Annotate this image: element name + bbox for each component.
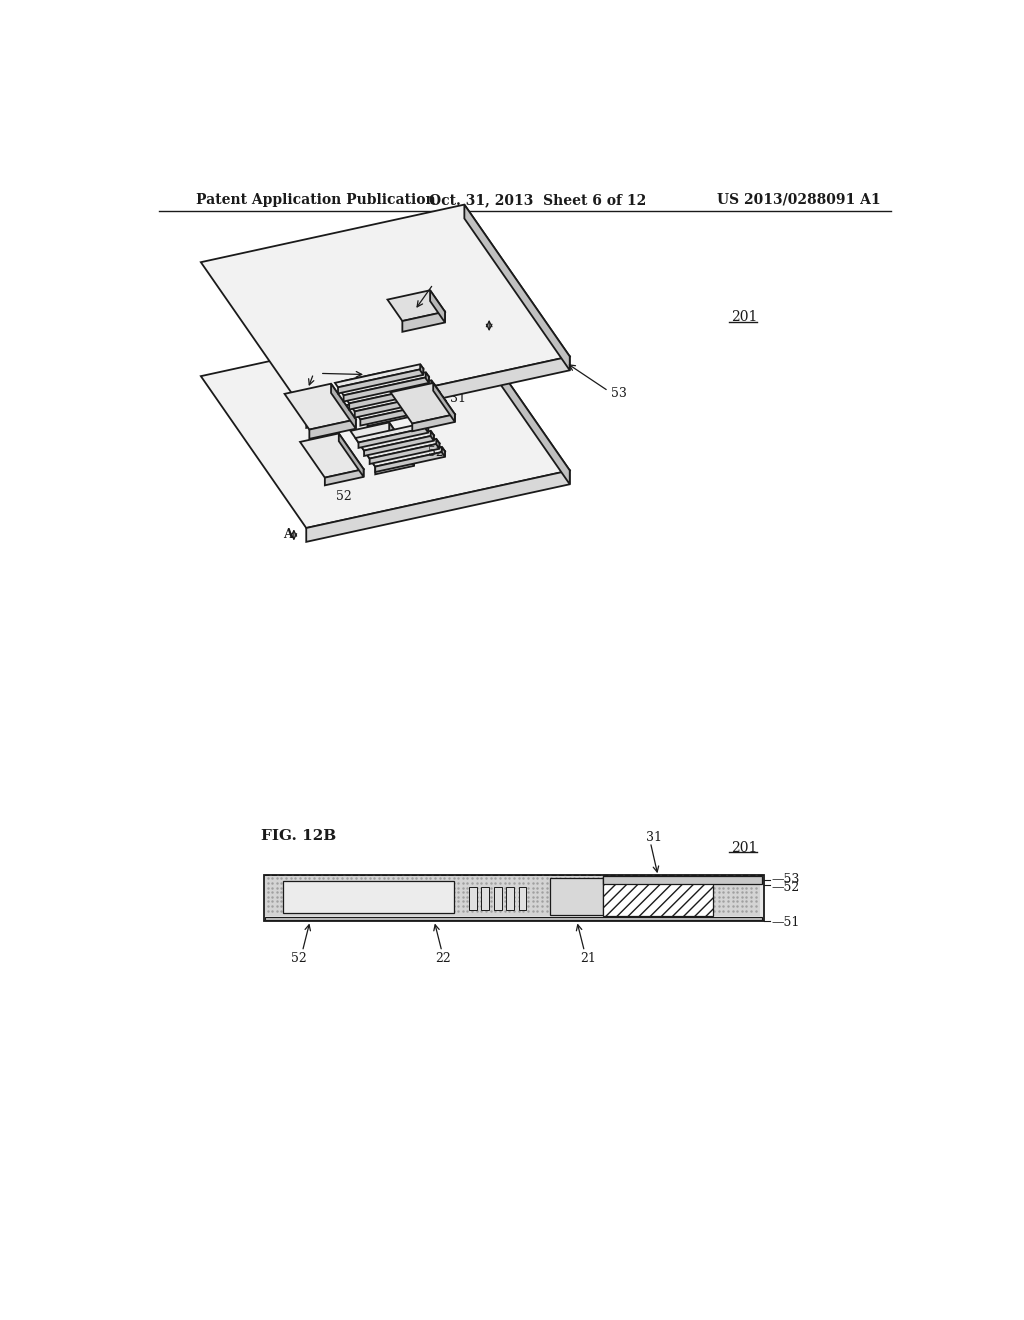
Text: Patent Application Publication: Patent Application Publication xyxy=(197,193,436,207)
Polygon shape xyxy=(339,433,364,477)
Polygon shape xyxy=(361,430,434,450)
Polygon shape xyxy=(306,356,569,428)
Polygon shape xyxy=(375,458,414,474)
Polygon shape xyxy=(370,444,439,465)
Polygon shape xyxy=(437,388,440,399)
Text: 62: 62 xyxy=(306,363,322,376)
Polygon shape xyxy=(430,290,445,322)
Bar xyxy=(481,887,489,909)
Polygon shape xyxy=(390,383,455,424)
Text: 52: 52 xyxy=(291,952,306,965)
Bar xyxy=(506,887,514,909)
Polygon shape xyxy=(201,205,569,414)
Bar xyxy=(603,876,762,884)
Text: 31: 31 xyxy=(646,832,663,843)
Bar xyxy=(265,917,762,920)
Polygon shape xyxy=(349,384,434,409)
Polygon shape xyxy=(357,396,445,420)
Polygon shape xyxy=(343,371,414,417)
Bar xyxy=(603,876,713,916)
Polygon shape xyxy=(344,376,429,401)
Polygon shape xyxy=(365,436,434,455)
Polygon shape xyxy=(335,364,423,387)
Text: FIG. 12B: FIG. 12B xyxy=(261,829,337,843)
Bar xyxy=(283,880,454,913)
Polygon shape xyxy=(425,422,428,433)
Bar xyxy=(518,887,526,909)
Text: 31: 31 xyxy=(451,392,466,405)
Bar xyxy=(263,874,764,921)
Text: 52: 52 xyxy=(336,490,351,503)
Polygon shape xyxy=(433,383,455,422)
Text: 201: 201 xyxy=(731,841,758,854)
Polygon shape xyxy=(431,380,434,391)
Text: 52: 52 xyxy=(428,446,443,458)
Polygon shape xyxy=(389,371,414,416)
Polygon shape xyxy=(442,396,445,407)
Polygon shape xyxy=(331,384,356,429)
Text: —53: —53 xyxy=(771,874,800,887)
Polygon shape xyxy=(368,407,414,426)
Polygon shape xyxy=(426,372,429,383)
Text: A: A xyxy=(283,528,293,541)
Bar xyxy=(265,876,761,916)
Polygon shape xyxy=(420,364,423,375)
Polygon shape xyxy=(436,438,439,449)
Text: A': A' xyxy=(493,319,505,333)
Text: 51: 51 xyxy=(472,319,488,333)
Polygon shape xyxy=(464,318,569,484)
Bar xyxy=(469,887,477,909)
Bar xyxy=(494,887,502,909)
Polygon shape xyxy=(442,447,445,457)
Polygon shape xyxy=(300,433,364,478)
Polygon shape xyxy=(372,447,445,467)
Polygon shape xyxy=(354,393,440,417)
Polygon shape xyxy=(389,422,414,466)
Polygon shape xyxy=(402,312,445,331)
Polygon shape xyxy=(285,384,356,429)
Polygon shape xyxy=(413,414,455,432)
Polygon shape xyxy=(360,401,445,425)
Text: —51: —51 xyxy=(771,916,800,929)
Polygon shape xyxy=(355,422,428,442)
Polygon shape xyxy=(346,380,434,404)
Text: US 2013/0288091 A1: US 2013/0288091 A1 xyxy=(717,193,881,207)
Polygon shape xyxy=(387,290,445,321)
Text: —52: —52 xyxy=(771,880,800,894)
Text: 22: 22 xyxy=(435,952,452,965)
Polygon shape xyxy=(350,422,414,467)
Text: FIG. 12A: FIG. 12A xyxy=(261,322,336,337)
Polygon shape xyxy=(201,318,569,528)
Polygon shape xyxy=(367,438,439,458)
Text: H: H xyxy=(435,272,445,285)
Text: 21: 21 xyxy=(581,952,596,965)
Polygon shape xyxy=(375,451,445,473)
Polygon shape xyxy=(464,205,569,371)
Polygon shape xyxy=(306,470,569,543)
Polygon shape xyxy=(341,372,429,396)
Polygon shape xyxy=(431,430,434,441)
Polygon shape xyxy=(351,388,440,412)
Bar xyxy=(550,878,603,915)
Polygon shape xyxy=(325,469,364,486)
Polygon shape xyxy=(358,428,428,447)
Polygon shape xyxy=(309,420,356,438)
Text: 53: 53 xyxy=(611,387,627,400)
Text: 201: 201 xyxy=(731,310,758,323)
Text: Oct. 31, 2013  Sheet 6 of 12: Oct. 31, 2013 Sheet 6 of 12 xyxy=(429,193,646,207)
Polygon shape xyxy=(338,368,423,393)
